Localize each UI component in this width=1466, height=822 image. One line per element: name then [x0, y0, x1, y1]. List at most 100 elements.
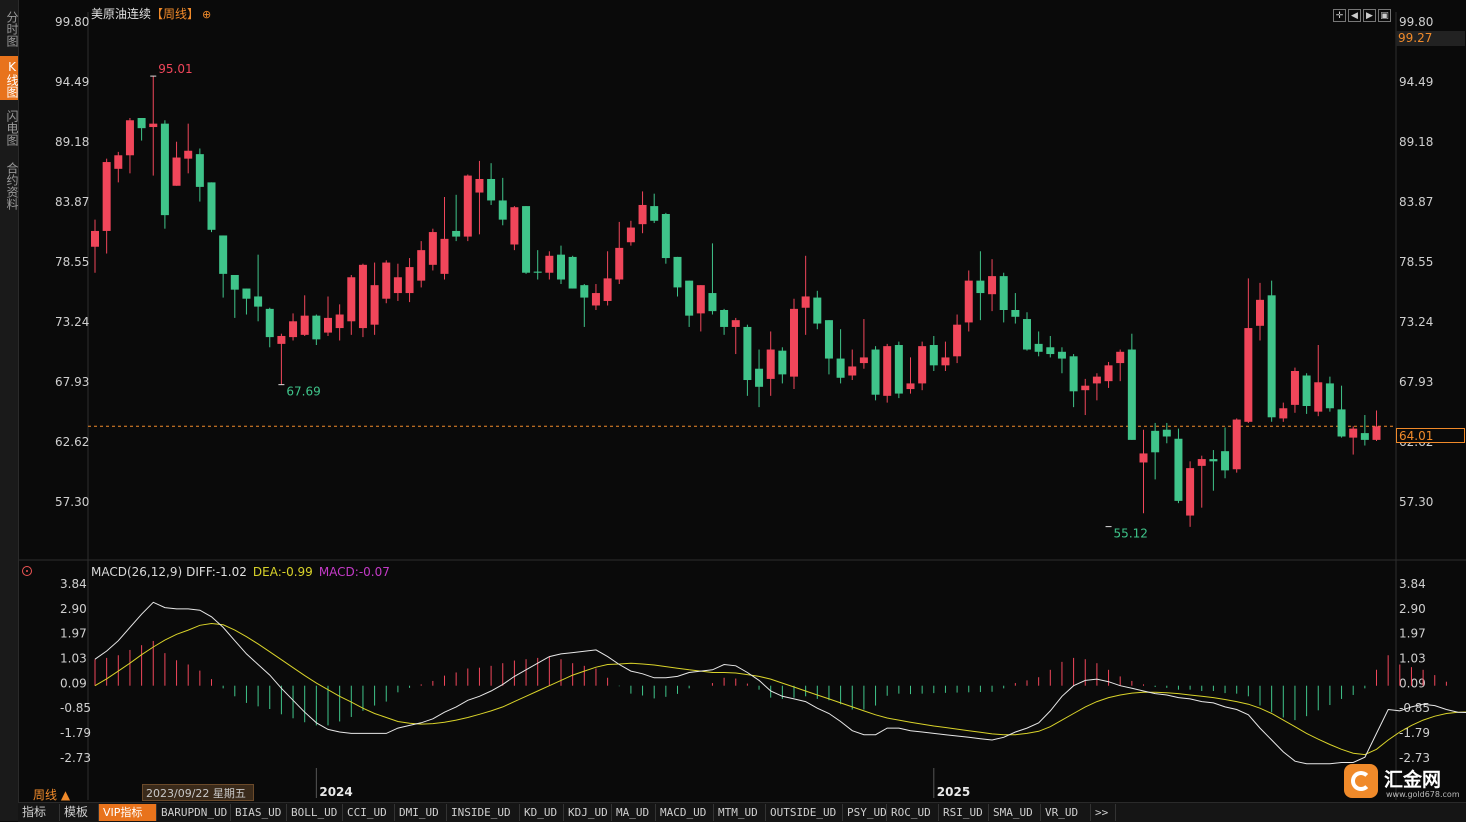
toolbar-item-biasud[interactable]: BIAS_UD: [231, 804, 287, 821]
candle-body: [1186, 468, 1195, 516]
tab-timeshare[interactable]: 分时图: [5, 11, 19, 47]
candle-body: [661, 214, 670, 259]
price-tick-left: 57.30: [55, 495, 89, 509]
candle-body: [999, 276, 1008, 310]
macd-tick-left: -2.73: [60, 751, 91, 765]
candle-body: [417, 250, 426, 281]
step-back-icon[interactable]: ◀: [1348, 9, 1361, 22]
candle-body: [393, 277, 402, 294]
candle-body: [755, 368, 764, 387]
toolbar-item-[interactable]: 模板: [60, 804, 99, 821]
top-price-label: 99.27: [1396, 31, 1465, 46]
watermark-url: www.gold678.com: [1386, 790, 1460, 799]
macd-tick-left: 0.09: [60, 676, 87, 690]
candle-body: [859, 357, 868, 364]
candle-body: [254, 296, 263, 307]
tab-flash[interactable]: 闪电图: [5, 110, 19, 146]
candle-body: [778, 350, 787, 375]
toolbar-item-outsideud[interactable]: OUTSIDE_UD: [766, 804, 843, 821]
price-tick-right: 83.87: [1399, 195, 1433, 209]
macd-tick-left: -1.79: [60, 726, 91, 740]
macd-dea-value: DEA:-0.99: [252, 565, 313, 579]
toolbar-item->>[interactable]: >>: [1091, 804, 1116, 821]
candle-body: [230, 274, 239, 290]
macd-legend: MACD(26,12,9) DIFF:-1.02 DEA:-0.99 MACD:-0.…: [91, 565, 390, 579]
candle-body: [685, 280, 694, 316]
candle-body: [289, 321, 298, 338]
candle-body: [790, 308, 798, 377]
tab-kline[interactable]: K线图: [0, 56, 19, 100]
toolbar-item-vrud[interactable]: VR_UD: [1041, 804, 1091, 821]
fullscreen-icon[interactable]: ✛: [1333, 9, 1346, 22]
candle-body: [615, 247, 624, 280]
period-tag: 【周线】: [151, 7, 200, 21]
candle-body: [324, 317, 332, 333]
candle-body: [568, 256, 577, 289]
candle-body: [976, 280, 985, 294]
price-tick-left: 83.87: [55, 195, 89, 209]
toolbar-item-mtmud[interactable]: MTM_UD: [714, 804, 766, 821]
candle-body: [522, 206, 531, 273]
candle-body: [941, 357, 950, 366]
candle-body: [277, 335, 286, 344]
indicator-toolbar: 指标 模板 VIP指标 BARUPDN_UD BIAS_UD BOLL_UD CCI_UD D…: [18, 802, 1466, 822]
candle-body: [1046, 347, 1055, 355]
indicator-settings-icon[interactable]: [22, 566, 32, 576]
candle-body: [650, 206, 659, 221]
expand-icon[interactable]: ▣: [1378, 9, 1391, 22]
price-tick-right: 99.80: [1399, 15, 1433, 29]
candle-body: [743, 326, 752, 381]
price-tick-left: 62.62: [55, 435, 89, 449]
macd-diff-value: DIFF:-1.02: [186, 565, 247, 579]
tab-contract-info[interactable]: 合约资料: [5, 162, 19, 210]
toolbar-item-kdud[interactable]: KD_UD: [520, 804, 564, 821]
candle-body: [1104, 365, 1113, 382]
toolbar-item-kdjud[interactable]: KDJ_UD: [564, 804, 612, 821]
candle-body: [836, 358, 845, 378]
toolbar-item-rocud[interactable]: ROC_UD: [887, 804, 939, 821]
toolbar-item-bollud[interactable]: BOLL_UD: [287, 804, 343, 821]
year-label: 2024: [319, 785, 352, 799]
candle-body: [813, 297, 822, 324]
candle-body: [335, 314, 344, 329]
candle-body: [1127, 349, 1136, 440]
toolbar-item-maud[interactable]: MA_UD: [612, 804, 656, 821]
price-tick-left: 73.24: [55, 315, 89, 329]
toolbar-item-[interactable]: 指标: [18, 804, 60, 821]
toolbar-item-macdud[interactable]: MACD_UD: [656, 804, 714, 821]
toolbar-item-dmiud[interactable]: DMI_UD: [395, 804, 447, 821]
toolbar-item-smaud[interactable]: SMA_UD: [989, 804, 1041, 821]
macd-tick-right: 1.03: [1399, 651, 1426, 665]
macd-tick-right: 3.84: [1399, 577, 1426, 591]
candle-body: [1151, 430, 1160, 453]
candle-body: [1256, 299, 1264, 326]
candle-body: [801, 296, 810, 308]
toolbar-item-insideud[interactable]: INSIDE_UD: [447, 804, 520, 821]
price-tick-right: 67.93: [1399, 375, 1433, 389]
toolbar-item-barupdnud[interactable]: BARUPDN_UD: [157, 804, 231, 821]
candle-body: [1267, 295, 1276, 418]
candle-body: [347, 277, 356, 322]
dea-line: [94, 622, 1466, 756]
toolbar-item-cciud[interactable]: CCI_UD: [343, 804, 395, 821]
macd-tick-right: -1.79: [1399, 726, 1430, 740]
macd-tick-right: 2.90: [1399, 602, 1426, 616]
add-compare-icon[interactable]: ⊕: [202, 8, 212, 21]
toolbar-item-psyud[interactable]: PSY_UD: [843, 804, 887, 821]
step-forward-icon[interactable]: ▶: [1363, 9, 1376, 22]
diff-line: [94, 601, 1466, 765]
candle-body: [125, 120, 134, 156]
period-selector[interactable]: 周线 ▲: [33, 788, 71, 802]
macd-tick-left: 1.03: [60, 651, 87, 665]
candle-body: [265, 308, 274, 338]
candle-body: [1197, 459, 1206, 466]
toolbar-item-rsiud[interactable]: RSI_UD: [939, 804, 989, 821]
crosshair-date: 2023/09/22 星期五: [142, 784, 254, 801]
macd-tick-right: 1.97: [1399, 627, 1426, 641]
candle-body: [720, 310, 729, 327]
toolbar-item-vip[interactable]: VIP指标: [99, 804, 157, 821]
candle-body: [1279, 408, 1288, 419]
candle-body: [964, 280, 973, 323]
extreme-label: 67.69: [286, 385, 320, 399]
